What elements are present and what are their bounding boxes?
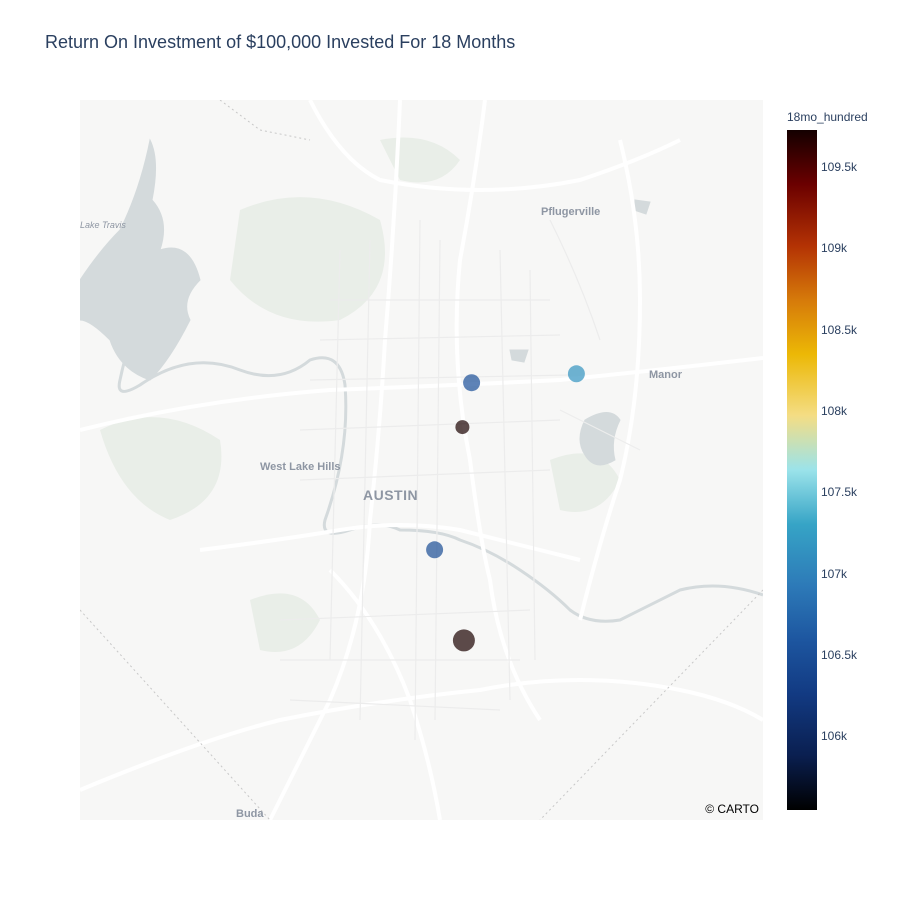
map-area[interactable]: Lake Travis Pflugerville Manor West Lake… [80,100,763,820]
map-marker-2[interactable] [567,365,585,383]
colorbar-tick: 108.5k [821,323,858,337]
map-marker-4[interactable] [426,541,444,559]
county-boundaries [80,100,763,820]
colorbar-tick: 108k [821,404,848,418]
colorbar-tick: 109.5k [821,160,858,174]
major-roads [80,100,763,820]
park-areas [100,137,620,652]
map-attribution[interactable]: © CARTO [705,802,759,816]
colorbar [787,130,817,810]
colorbar-tick: 106.5k [821,648,858,662]
basemap: Lake Travis Pflugerville Manor West Lake… [80,100,763,820]
place-label-pflugerville: Pflugerville [541,206,600,218]
map-marker-5[interactable] [452,629,475,652]
minor-roads [279,219,641,741]
map-marker-1[interactable] [463,374,481,392]
place-label-lake-travis: Lake Travis [80,220,126,230]
marker-layer [426,365,585,652]
colorbar-tick: 106k [821,729,848,743]
place-label-west-lake-hills: West Lake Hills [260,461,341,473]
place-label-austin: AUSTIN [363,487,418,503]
colorbar-tick: 109k [821,241,848,255]
colorbar-tick: 107k [821,567,848,581]
map-marker-3[interactable] [455,420,470,435]
colorbar-title: 18mo_hundred [787,110,868,124]
colorbar-tick: 107.5k [821,485,858,499]
river [117,279,763,623]
place-label-manor: Manor [649,369,683,381]
chart-title: Return On Investment of $100,000 Investe… [45,32,516,52]
water-features [80,138,651,466]
place-label-buda: Buda [236,808,264,820]
